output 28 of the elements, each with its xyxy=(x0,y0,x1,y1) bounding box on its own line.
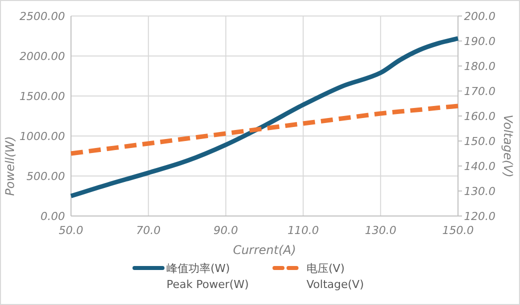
x-tick-label: 50.0 xyxy=(58,224,84,237)
x-tick-label: 90.0 xyxy=(214,224,238,237)
legend-label: 电压(V) Voltage(V) xyxy=(306,262,364,291)
y-tick-label: 500.00 xyxy=(26,170,65,183)
y2-tick-label: 180.0 xyxy=(464,60,496,73)
x-tick-label: 150.0 xyxy=(442,224,474,237)
y2-tick-label: 150.0 xyxy=(464,135,496,148)
y-tick-label: 2000.00 xyxy=(20,50,65,63)
x-tick-label: 110.0 xyxy=(287,224,319,237)
line-series xyxy=(68,36,460,198)
y-tick-label: 2500.00 xyxy=(20,10,65,23)
y2-tick-label: 160.0 xyxy=(464,110,496,123)
y-tick-label: 1000.00 xyxy=(20,130,65,143)
y2-tick-label: 140.0 xyxy=(464,160,496,173)
x-tick-label: 70.0 xyxy=(136,224,161,237)
y-tick-label: 1500.00 xyxy=(20,90,65,103)
legend-label: 峰值功率(W) Peak Power(W) xyxy=(166,262,249,291)
x-axis-title: Current(A) xyxy=(232,243,296,257)
line-series xyxy=(68,104,460,156)
y2-tick-label: 170.0 xyxy=(464,85,496,98)
y2-tick-label: 190.0 xyxy=(464,35,496,48)
y-tick-label: 0.00 xyxy=(40,210,65,223)
y2-tick-label: 130.0 xyxy=(464,185,496,198)
y2-tick-label: 200.0 xyxy=(464,10,496,23)
y2-axis-title: Voltage(V) xyxy=(501,114,515,178)
y2-tick-label: 120.0 xyxy=(464,210,496,223)
y-axis-title: Powell(W) xyxy=(3,136,17,196)
x-tick-label: 130.0 xyxy=(364,224,396,237)
